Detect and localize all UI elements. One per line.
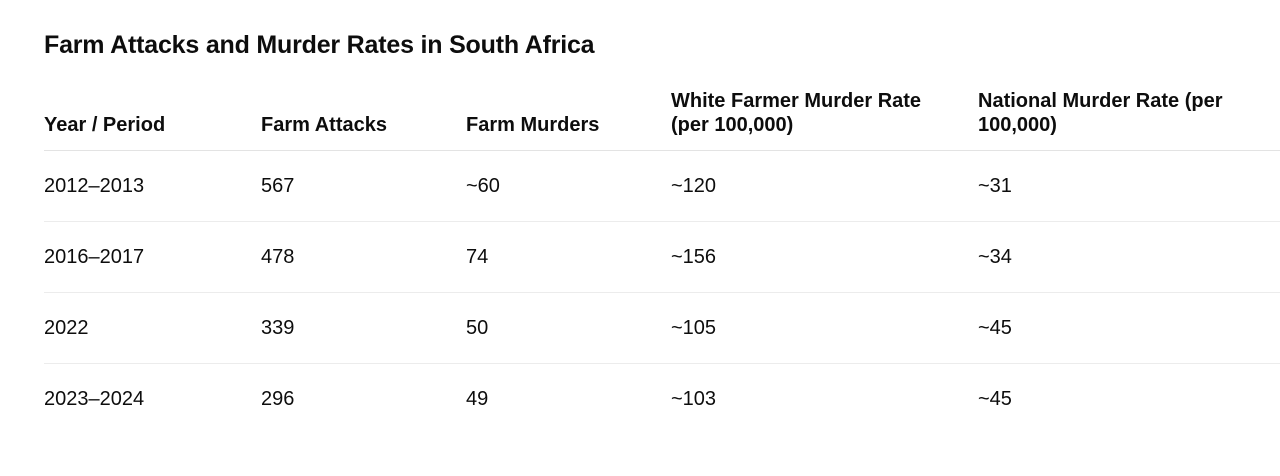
column-header-year: Year / Period — [44, 86, 261, 151]
column-header-farm-murders: Farm Murders — [466, 86, 671, 151]
cell-farm-murders: 50 — [466, 292, 671, 364]
cell-farm-murders: ~60 — [466, 150, 671, 222]
cell-farm-attacks: 567 — [261, 150, 466, 222]
cell-year: 2023–2024 — [44, 387, 145, 410]
cell-white-farmer-murder-rate: ~103 — [671, 387, 717, 410]
cell-national-murder-rate: ~31 — [978, 150, 1280, 222]
cell-farm-attacks: 478 — [261, 221, 466, 293]
cell-national-murder-rate: ~34 — [978, 221, 1280, 293]
cell-year: 2016–2017 — [44, 221, 261, 293]
table-row: 2022 339 50 ~105 ~45 — [44, 292, 1280, 364]
cell-year: 2022 — [44, 292, 261, 364]
column-header-national-murder-rate: National Murder Rate (per 100,000) — [978, 86, 1280, 151]
cell-national-murder-rate: ~45 — [978, 387, 1012, 410]
cell-farm-attacks: 339 — [261, 292, 466, 364]
cell-farm-murders: 49 — [466, 387, 489, 410]
table-row: 2023–2024 296 49 ~103 ~45 — [44, 363, 1280, 434]
cell-white-farmer-murder-rate: ~120 — [671, 150, 978, 222]
column-header-farm-attacks: Farm Attacks — [261, 86, 466, 151]
table-row: 2012–2013 567 ~60 ~120 ~31 — [44, 150, 1280, 222]
cell-white-farmer-murder-rate: ~156 — [671, 221, 978, 293]
data-table: Year / Period Farm Attacks Farm Murders … — [44, 86, 1280, 434]
cell-white-farmer-murder-rate: ~105 — [671, 292, 978, 364]
cell-farm-murders: 74 — [466, 221, 671, 293]
cell-national-murder-rate: ~45 — [978, 292, 1280, 364]
cell-farm-attacks: 296 — [261, 387, 295, 410]
table-row: 2016–2017 478 74 ~156 ~34 — [44, 221, 1280, 293]
cell-year: 2012–2013 — [44, 150, 261, 222]
column-header-white-farmer-murder-rate: White Farmer Murder Rate (per 100,000) — [671, 86, 978, 151]
table-header-row: Year / Period Farm Attacks Farm Murders … — [44, 86, 1280, 151]
page-title: Farm Attacks and Murder Rates in South A… — [44, 31, 595, 59]
